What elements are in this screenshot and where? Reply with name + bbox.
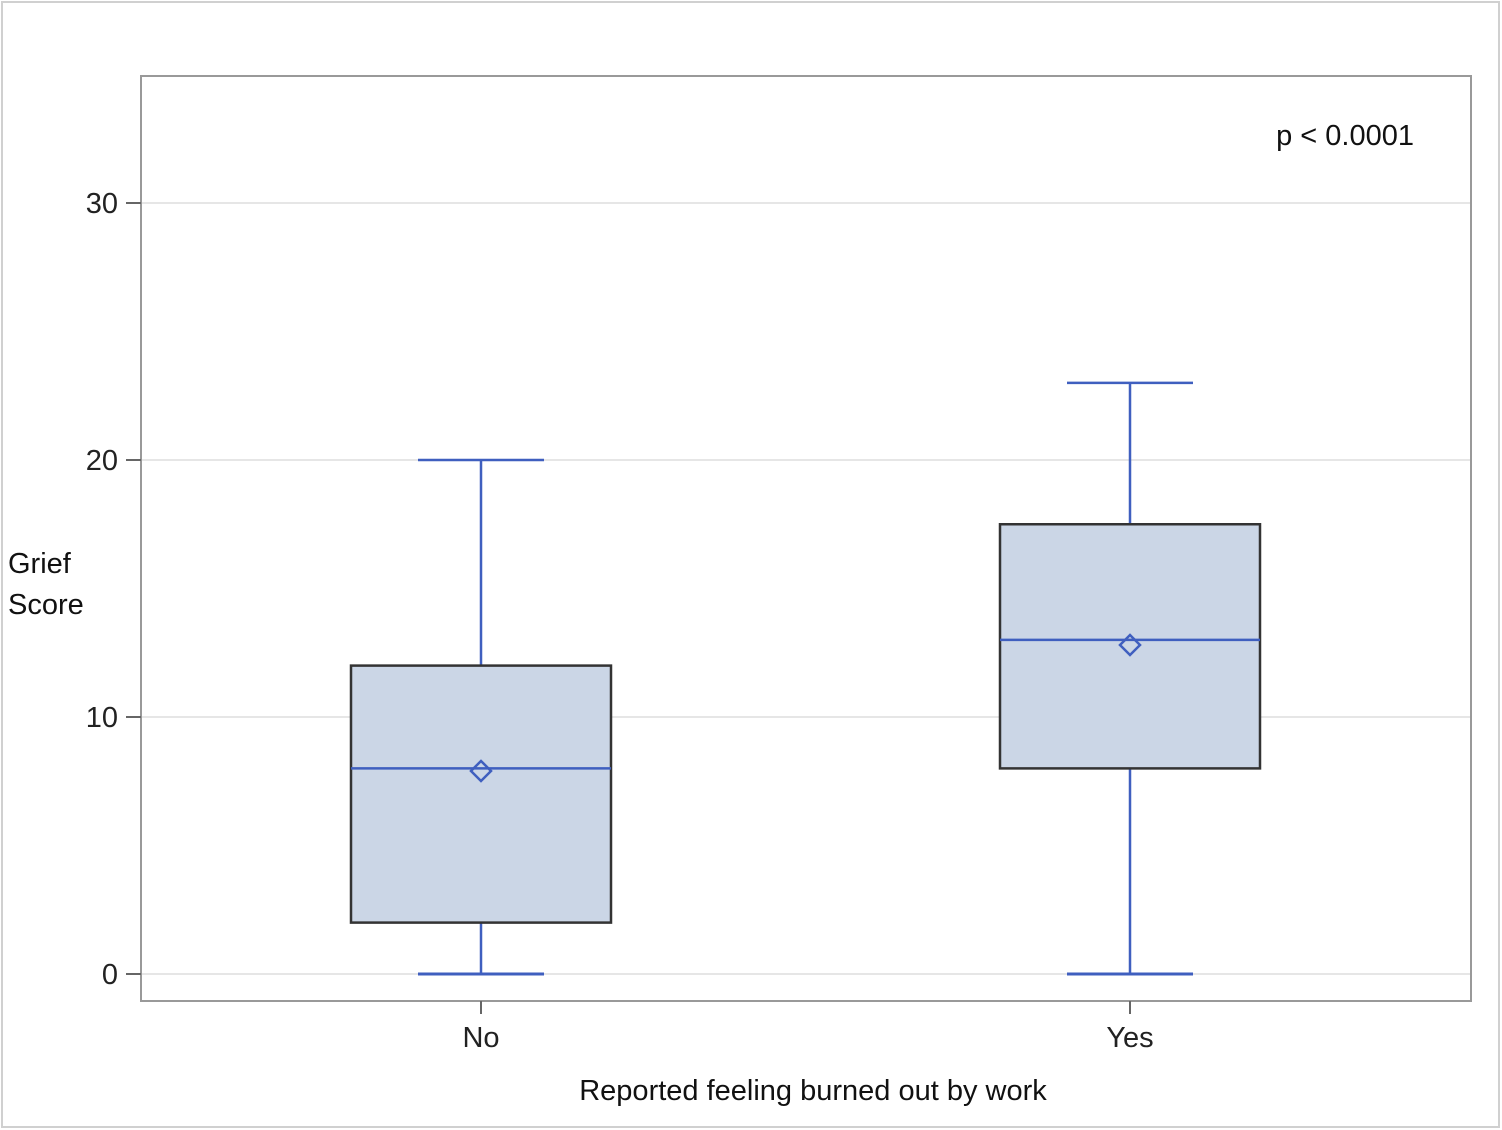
x-axis: No Yes bbox=[462, 1001, 1154, 1054]
y-tick-label: 10 bbox=[86, 702, 118, 734]
y-tick-label: 20 bbox=[86, 445, 118, 477]
y-tick-label: 30 bbox=[86, 188, 118, 220]
mean-marker-yes bbox=[1118, 633, 1142, 657]
box-no bbox=[349, 458, 613, 976]
x-tick-label-no: No bbox=[462, 1022, 499, 1054]
x-tick-label-yes: Yes bbox=[1106, 1022, 1153, 1054]
p-value-annotation: p < 0.0001 bbox=[1276, 120, 1414, 152]
y-tick-label: 0 bbox=[102, 959, 118, 991]
box-yes bbox=[998, 381, 1262, 976]
y-axis-label-line-1: Grief bbox=[8, 548, 72, 580]
iqr-box-no bbox=[349, 664, 613, 924]
box-layer bbox=[349, 381, 1262, 976]
iqr-box-yes bbox=[998, 523, 1262, 770]
y-axis-label-line-2: Score bbox=[8, 589, 84, 621]
mean-marker-no bbox=[469, 759, 493, 783]
plot-frame bbox=[140, 75, 1472, 1002]
x-axis-label: Reported feeling burned out by work bbox=[579, 1075, 1047, 1107]
y-axis: 0 10 20 30 bbox=[86, 188, 141, 991]
